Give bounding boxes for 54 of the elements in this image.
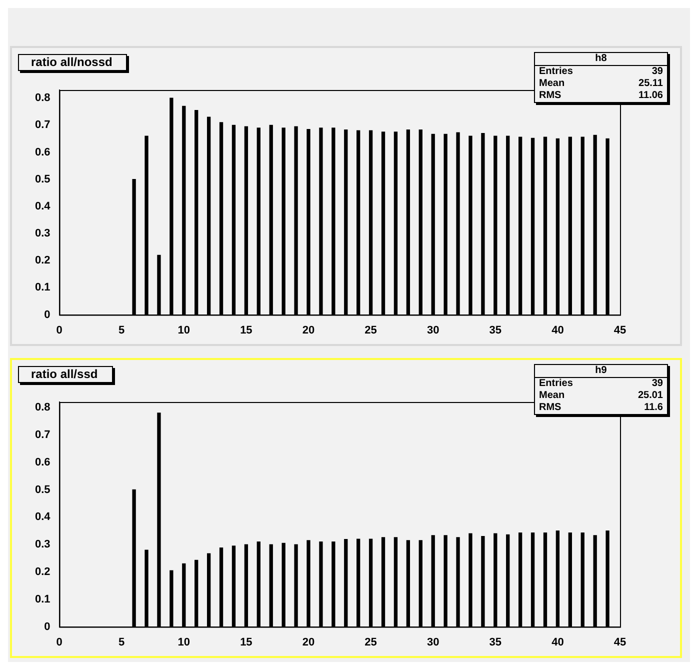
y-tick-label: 0.4 bbox=[34, 200, 52, 212]
text: h8 bbox=[535, 53, 667, 66]
x-tick-label: 35 bbox=[489, 324, 502, 336]
x-tick-label: 35 bbox=[489, 636, 502, 648]
y-tick-label: 0.7 bbox=[34, 428, 50, 441]
x-tick-label: 25 bbox=[364, 636, 377, 648]
x-tick-label: 20 bbox=[302, 324, 315, 336]
text: 25.01 bbox=[638, 390, 663, 402]
x-tick-label: 0 bbox=[56, 636, 62, 648]
y-tick-label: 0.1 bbox=[34, 593, 50, 606]
x-tick-label: 30 bbox=[426, 324, 440, 336]
y-tick-label: 0.5 bbox=[34, 484, 50, 496]
y-tick-label: 0.3 bbox=[34, 228, 50, 240]
text: Entries bbox=[539, 66, 573, 78]
x-tick-label: 0 bbox=[56, 324, 62, 336]
x-tick-label: 40 bbox=[552, 324, 564, 336]
y-tick-label: 0.8 bbox=[34, 402, 50, 414]
x-tick-label: 25 bbox=[364, 324, 377, 336]
x-tick-label: 15 bbox=[240, 324, 252, 336]
annotation: RMS bbox=[539, 90, 562, 102]
text: 11.06 bbox=[638, 90, 663, 102]
x-tick-label: 10 bbox=[178, 636, 190, 648]
text: 39 bbox=[652, 378, 663, 390]
y-tick-label: 0.4 bbox=[34, 511, 52, 524]
chart-title: ratio all/nossd bbox=[18, 54, 128, 71]
x-tick-label: 15 bbox=[240, 636, 252, 648]
y-tick-label: 0.2 bbox=[34, 566, 50, 578]
x-tick-label: 40 bbox=[552, 636, 564, 648]
text: Mean bbox=[539, 390, 565, 402]
x-tick-label: 5 bbox=[118, 324, 125, 336]
y-tick-label: 0 bbox=[44, 620, 50, 633]
x-tick-label: 5 bbox=[118, 636, 125, 648]
y-tick-label: 0.5 bbox=[34, 173, 50, 186]
y-tick-label: 0.3 bbox=[34, 538, 50, 551]
y-tick-label: 0.6 bbox=[34, 146, 50, 158]
text: 25.11 bbox=[638, 78, 663, 90]
y-tick-label: 0.8 bbox=[34, 92, 50, 104]
x-tick-label: 10 bbox=[178, 324, 190, 336]
y-tick-label: 0.7 bbox=[34, 119, 50, 132]
text: 39 bbox=[652, 66, 663, 78]
chart-title: ratio all/ssd bbox=[18, 366, 113, 383]
x-tick-label: 20 bbox=[302, 636, 315, 648]
text: Mean bbox=[539, 78, 565, 90]
x-tick-label: 45 bbox=[614, 324, 626, 336]
x-tick-label: 30 bbox=[426, 636, 440, 648]
y-tick-label: 0.2 bbox=[34, 254, 50, 267]
y-tick-label: 0 bbox=[44, 308, 50, 321]
annotation: RMS bbox=[539, 402, 562, 414]
y-tick-label: 0.1 bbox=[34, 282, 50, 294]
y-tick-label: 0.6 bbox=[34, 456, 50, 468]
text: Entries bbox=[539, 378, 573, 390]
text: h9 bbox=[535, 365, 667, 378]
text: 11.6 bbox=[644, 402, 663, 414]
x-tick-label: 45 bbox=[614, 636, 626, 648]
